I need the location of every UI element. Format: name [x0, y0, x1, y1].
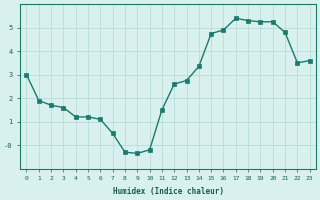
X-axis label: Humidex (Indice chaleur): Humidex (Indice chaleur)	[113, 187, 224, 196]
